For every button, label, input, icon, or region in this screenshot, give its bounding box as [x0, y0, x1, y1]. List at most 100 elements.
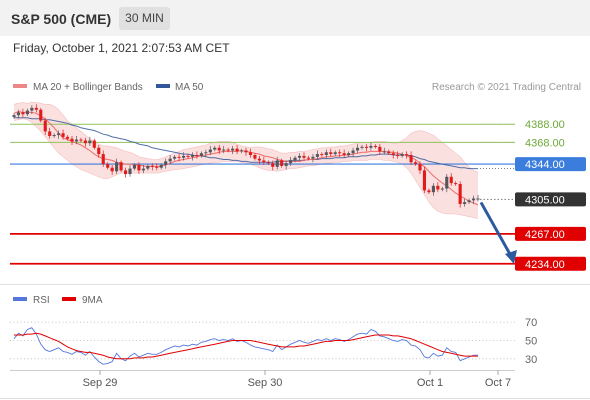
candle-body — [128, 168, 132, 175]
candle-body — [173, 156, 177, 159]
candle-body — [413, 162, 418, 165]
candle-body — [275, 160, 279, 167]
candle-body — [440, 188, 444, 190]
legend-label-9ma: 9MA — [82, 295, 103, 306]
candle-body — [101, 154, 105, 165]
candle-body — [289, 160, 293, 164]
candle-body — [467, 200, 471, 203]
candle-body — [378, 146, 382, 152]
candle-body — [284, 163, 288, 166]
candle-body — [338, 152, 342, 154]
candle-body — [449, 176, 453, 184]
candle-body — [396, 155, 400, 157]
candle-body — [217, 147, 221, 151]
candle-body — [208, 149, 212, 153]
candle-body — [30, 107, 34, 111]
candle-body — [21, 112, 25, 115]
candle-body — [16, 112, 21, 116]
candle-body — [293, 157, 297, 161]
legend-swatch-rsi — [13, 297, 27, 301]
candle-body — [155, 166, 159, 168]
rsi-tick-label: 50 — [525, 336, 537, 348]
candle-body — [382, 151, 386, 153]
rsi-tick-label: 30 — [525, 354, 537, 366]
candle-body — [369, 145, 373, 148]
candle-body — [43, 120, 47, 132]
candle-body — [213, 147, 217, 150]
candle-body — [106, 164, 110, 168]
candle-body — [248, 152, 253, 156]
legend-label-ma20: MA 20 + Bollinger Bands — [33, 82, 143, 93]
support-label-box — [515, 226, 586, 241]
candle-body — [436, 185, 440, 190]
candle-body — [391, 153, 395, 156]
level-labels: 4388.00 4368.00 4344.00 4305.00 4267.00 4234.… — [515, 119, 586, 271]
candle-body — [342, 153, 346, 156]
x-axis: Sep 29 Sep 30 Oct 1 Oct 7 — [10, 370, 515, 389]
candle-body — [115, 162, 119, 172]
candle-body — [302, 155, 306, 158]
candle-body — [57, 133, 61, 136]
candle-body — [123, 170, 128, 175]
candle-body — [141, 168, 145, 171]
x-axis-tick-label: Oct 1 — [417, 377, 443, 389]
candle-body — [306, 157, 311, 159]
candle-body — [244, 150, 248, 153]
support-label-box — [515, 256, 586, 271]
candle-body — [181, 155, 186, 158]
candle-body — [405, 154, 409, 156]
candle-body — [409, 155, 413, 163]
candle-body — [74, 139, 79, 142]
candle-body — [177, 156, 181, 158]
candle-body — [422, 170, 427, 191]
candle-body — [12, 115, 16, 117]
candle-body — [137, 164, 141, 171]
candle-body — [239, 150, 244, 152]
candle-body — [257, 158, 261, 161]
forecast-arrow — [479, 201, 517, 264]
current-price-box — [515, 192, 586, 207]
candle-body — [199, 153, 203, 156]
instrument-title: S&P 500 (CME) — [11, 11, 112, 27]
candle-body — [235, 148, 239, 152]
candle-body — [34, 107, 38, 110]
rsi-tick-label: 70 — [525, 317, 537, 329]
candle-body — [83, 140, 87, 144]
candle-body — [92, 140, 96, 148]
interval-button[interactable]: 30 MIN — [119, 7, 170, 30]
support-label: 4234.00 — [525, 259, 565, 271]
candle-body — [347, 153, 351, 156]
candle-body — [52, 135, 56, 137]
header-bar: S&P 500 (CME) 30 MIN — [0, 0, 590, 36]
candle-body — [231, 148, 235, 151]
candle-body — [226, 149, 230, 151]
candle-body — [110, 167, 114, 172]
candle-body — [463, 202, 467, 204]
candle-body — [119, 162, 123, 171]
candle-body — [150, 165, 154, 167]
x-axis-tick-label: Sep 29 — [83, 377, 118, 389]
candle-body — [65, 136, 70, 139]
forecast-arrow-shaft — [479, 201, 513, 257]
candle-body — [164, 161, 168, 165]
candle-body — [458, 184, 462, 204]
legend-swatch-9ma — [62, 297, 76, 301]
candle-body — [311, 156, 315, 159]
candle-body — [39, 109, 43, 121]
candle-body — [168, 158, 172, 162]
candle-body — [280, 160, 284, 166]
candle-body — [445, 176, 449, 189]
candle-body — [186, 155, 190, 157]
candle-body — [320, 154, 324, 156]
candle-body — [48, 131, 52, 136]
legend-label-rsi: RSI — [33, 295, 50, 306]
price-legend: MA 20 + Bollinger Bands MA 50 Research © 2… — [13, 82, 581, 93]
candle-body — [355, 147, 360, 151]
candle-body — [159, 164, 163, 168]
candle-body — [204, 152, 208, 154]
pivot-label-box — [515, 157, 586, 172]
candle-body — [79, 139, 83, 141]
candle-body — [190, 155, 195, 157]
rsi-line — [13, 327, 478, 365]
